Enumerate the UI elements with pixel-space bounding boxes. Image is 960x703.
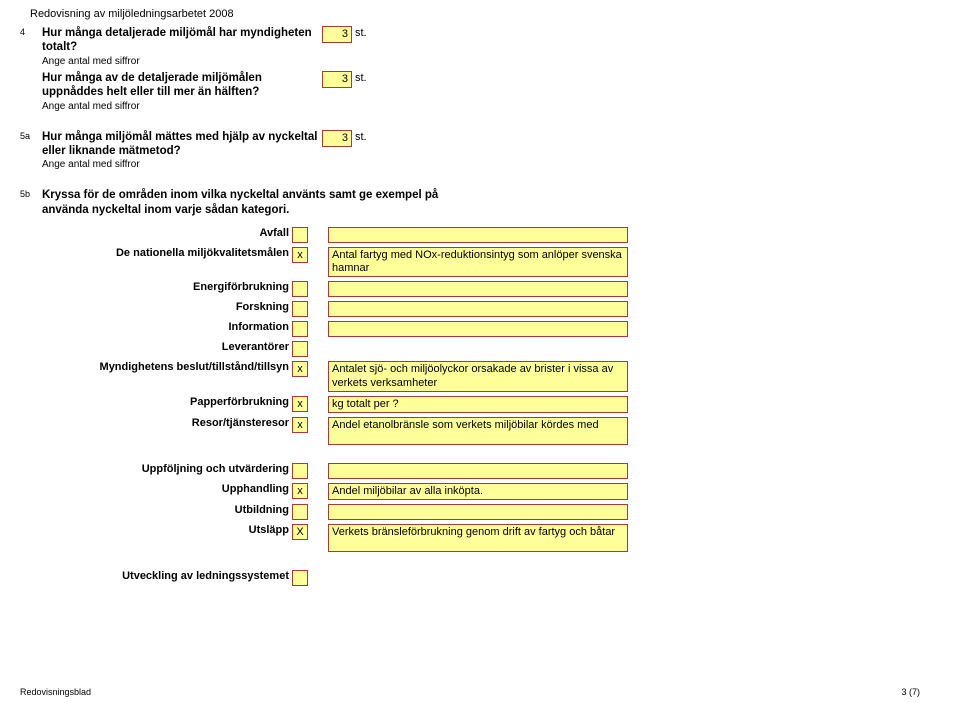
q4-text: Hur många detaljerade miljömål har myndi…: [42, 26, 322, 55]
category-label: Papperförbrukning: [42, 396, 292, 408]
q5a-hint: Ange antal med siffror: [42, 159, 322, 170]
category-label: Utsläpp: [42, 524, 292, 536]
category-checkbox[interactable]: x: [292, 247, 308, 263]
category-label: Uppföljning och utvärdering: [42, 463, 292, 475]
q4-unit: st.: [355, 26, 367, 39]
footer-right: 3 (7): [901, 687, 920, 697]
category-checkbox[interactable]: [292, 463, 308, 479]
category-checkbox[interactable]: x: [292, 361, 308, 377]
q4b-input[interactable]: 3: [322, 71, 352, 88]
category-checkbox[interactable]: [292, 281, 308, 297]
category-label: Resor/tjänsteresor: [42, 417, 292, 429]
category-checkbox[interactable]: x: [292, 417, 308, 433]
category-label: Utbildning: [42, 504, 292, 516]
q4b-text: Hur många av de detaljerade miljömålen u…: [42, 71, 322, 100]
q4-number: 4: [20, 26, 42, 37]
q4-hint: Ange antal med siffror: [42, 56, 322, 67]
q4-input[interactable]: 3: [322, 26, 352, 43]
category-label: Energiförbrukning: [42, 281, 292, 293]
category-label: Avfall: [42, 227, 292, 239]
category-label: Myndighetens beslut/tillstånd/tillsyn: [42, 361, 292, 373]
category-checkbox[interactable]: [292, 301, 308, 317]
category-label: Forskning: [42, 301, 292, 313]
page-header: Redovisning av miljöledningsarbetet 2008: [20, 8, 920, 20]
category-checkbox[interactable]: x: [292, 396, 308, 412]
category-checkbox[interactable]: [292, 227, 308, 243]
category-checkbox[interactable]: [292, 570, 308, 586]
category-checkbox[interactable]: X: [292, 524, 308, 540]
category-description[interactable]: [328, 227, 628, 243]
category-description[interactable]: [328, 281, 628, 297]
category-checkbox[interactable]: [292, 504, 308, 520]
category-description[interactable]: [328, 301, 628, 317]
category-label: Utveckling av ledningssystemet: [42, 570, 292, 582]
category-description[interactable]: Andel miljöbilar av alla inköpta.: [328, 483, 628, 500]
category-description[interactable]: Antalet sjö- och miljöolyckor orsakade a…: [328, 361, 628, 391]
category-description[interactable]: kg totalt per ?: [328, 396, 628, 413]
q5a-text: Hur många miljömål mättes med hjälp av n…: [42, 130, 322, 159]
category-description[interactable]: Antal fartyg med NOx-reduktionsintyg som…: [328, 247, 628, 277]
footer-left: Redovisningsblad: [20, 687, 91, 697]
category-checkbox[interactable]: [292, 341, 308, 357]
q5a-input[interactable]: 3: [322, 130, 352, 147]
category-description[interactable]: [328, 463, 628, 479]
q5b-number: 5b: [20, 188, 42, 199]
q4b-hint: Ange antal med siffror: [42, 101, 322, 112]
q5b-text: Kryssa för de områden inom vilka nyckelt…: [42, 188, 442, 217]
category-label: Information: [42, 321, 292, 333]
category-checkbox[interactable]: [292, 321, 308, 337]
category-checkbox[interactable]: x: [292, 483, 308, 499]
category-description[interactable]: Andel etanolbränsle som verkets miljöbil…: [328, 417, 628, 445]
q5a-number: 5a: [20, 130, 42, 141]
q4b-unit: st.: [355, 71, 367, 84]
q5a-unit: st.: [355, 130, 367, 143]
category-description[interactable]: Verkets bränsleförbrukning genom drift a…: [328, 524, 628, 552]
category-description[interactable]: [328, 321, 628, 337]
category-label: De nationella miljökvalitetsmålen: [42, 247, 292, 259]
category-label: Leverantörer: [42, 341, 292, 353]
category-description[interactable]: [328, 504, 628, 520]
category-label: Upphandling: [42, 483, 292, 495]
